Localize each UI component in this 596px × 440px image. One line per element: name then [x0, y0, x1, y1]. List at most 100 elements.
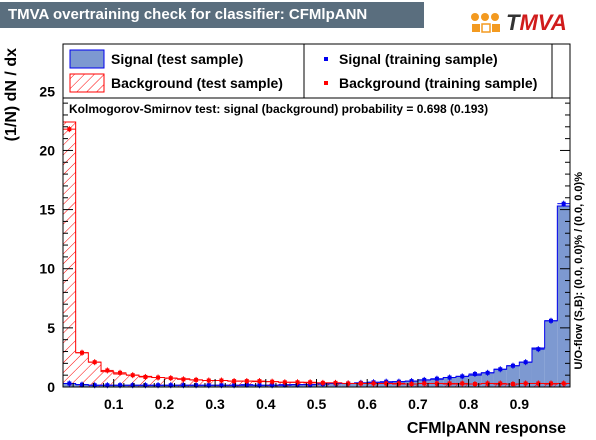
signal-test-bar [531, 347, 545, 387]
background-training-marker [219, 378, 224, 383]
signal-training-marker [270, 383, 275, 388]
signal-training-marker [548, 318, 553, 323]
y-tick-label: 25 [39, 83, 55, 99]
signal-training-marker [257, 383, 262, 388]
signal-training-marker [67, 381, 72, 386]
background-training-marker [105, 368, 110, 373]
overflow-label: U/O-flow (S,B): (0.0, 0.0)% / (0.0, 0.0)… [573, 172, 585, 370]
y-axis-label: (1/N) dN / dx [3, 48, 20, 141]
x-tick-label: 0.6 [357, 396, 377, 412]
background-test-bar [139, 376, 152, 387]
legend-swatch-background-training [324, 81, 328, 85]
signal-training-marker [143, 383, 148, 388]
signal-training-marker [92, 383, 97, 388]
signal-training-marker [168, 383, 173, 388]
legend-swatch-signal-training [324, 57, 328, 61]
legend-label: Background (test sample) [111, 75, 283, 91]
background-training-marker [346, 381, 351, 386]
background-training-marker [523, 381, 528, 386]
background-test-bar [63, 122, 76, 387]
background-training-marker [67, 127, 72, 132]
signal-training-marker [194, 383, 199, 388]
signal-training-marker [561, 201, 566, 206]
background-training-marker [270, 379, 275, 384]
x-tick-label: 0.8 [459, 396, 479, 412]
x-tick-label: 0.3 [205, 396, 225, 412]
signal-training-marker [118, 383, 123, 388]
background-training-marker [282, 380, 287, 385]
x-axis-label: CFMlpANN response [407, 420, 566, 437]
tmva-logo-text: TMVA [506, 10, 567, 35]
signal-training-marker [244, 382, 249, 387]
background-training-marker [143, 374, 148, 379]
background-training-marker [308, 380, 313, 385]
signal-test-bar [519, 362, 532, 387]
background-training-marker [194, 377, 199, 382]
background-training-marker [510, 382, 515, 387]
tmva-logo: TMVA [470, 10, 580, 38]
background-test-bar [88, 362, 102, 387]
background-training-marker [396, 381, 401, 386]
tmva-logo-icon [471, 13, 500, 33]
signal-training-marker [485, 370, 490, 375]
signal-training-marker [80, 382, 85, 387]
background-training-marker [181, 377, 186, 382]
signal-training-marker [523, 360, 528, 365]
legend-label: Background (training sample) [339, 75, 537, 91]
signal-training-marker [510, 363, 515, 368]
signal-training-marker [472, 371, 477, 376]
signal-training-marker [206, 383, 211, 388]
background-training-marker [422, 381, 427, 386]
background-training-marker [118, 370, 123, 375]
signal-test-bar [493, 369, 507, 387]
chart-title: TMVA overtraining check for classifier: … [0, 2, 424, 28]
background-training-marker [168, 376, 173, 381]
background-training-marker [536, 381, 541, 386]
y-tick-label: 10 [39, 261, 55, 277]
x-tick-label: 0.1 [104, 396, 124, 412]
background-training-marker [206, 378, 211, 383]
background-training-marker [232, 379, 237, 384]
signal-training-marker [536, 347, 541, 352]
background-training-marker [320, 380, 325, 385]
background-training-marker [447, 381, 452, 386]
background-training-marker [498, 381, 503, 386]
signal-training-marker [219, 383, 224, 388]
background-training-marker [485, 381, 490, 386]
y-tick-label: 20 [39, 142, 55, 158]
background-training-marker [244, 379, 249, 384]
background-training-marker [434, 381, 439, 386]
legend-box [62, 43, 571, 99]
x-tick-label: 0.2 [155, 396, 175, 412]
background-training-marker [384, 381, 389, 386]
signal-test-bar [544, 320, 558, 387]
signal-training-marker [422, 377, 427, 382]
y-tick-label: 5 [47, 320, 55, 336]
legend-label: Signal (training sample) [339, 51, 498, 67]
background-training-marker [371, 381, 376, 386]
x-tick-label: 0.7 [408, 396, 428, 412]
signal-test-bar [557, 206, 570, 387]
signal-training-marker [156, 383, 161, 388]
background-test-bar [126, 375, 140, 387]
x-tick-label: 0.5 [307, 396, 327, 412]
background-training-marker [358, 381, 363, 386]
background-training-marker [130, 373, 135, 378]
background-training-marker [80, 350, 85, 355]
signal-training-marker [434, 376, 439, 381]
legend-swatch-background-test [69, 73, 105, 93]
signal-training-marker [181, 383, 186, 388]
x-tick-label: 0.4 [256, 396, 276, 412]
background-training-marker [409, 382, 414, 387]
background-test-outline [62, 121, 571, 387]
signal-test-outline [62, 205, 571, 387]
y-tick-label: 0 [47, 379, 55, 395]
signal-training-marker [447, 375, 452, 380]
background-training-marker [257, 379, 262, 384]
background-training-marker [92, 360, 97, 365]
signal-test-bar [506, 365, 520, 387]
legend-swatch-signal-test [69, 49, 105, 69]
background-training-marker [561, 381, 566, 386]
background-training-marker [333, 380, 338, 385]
